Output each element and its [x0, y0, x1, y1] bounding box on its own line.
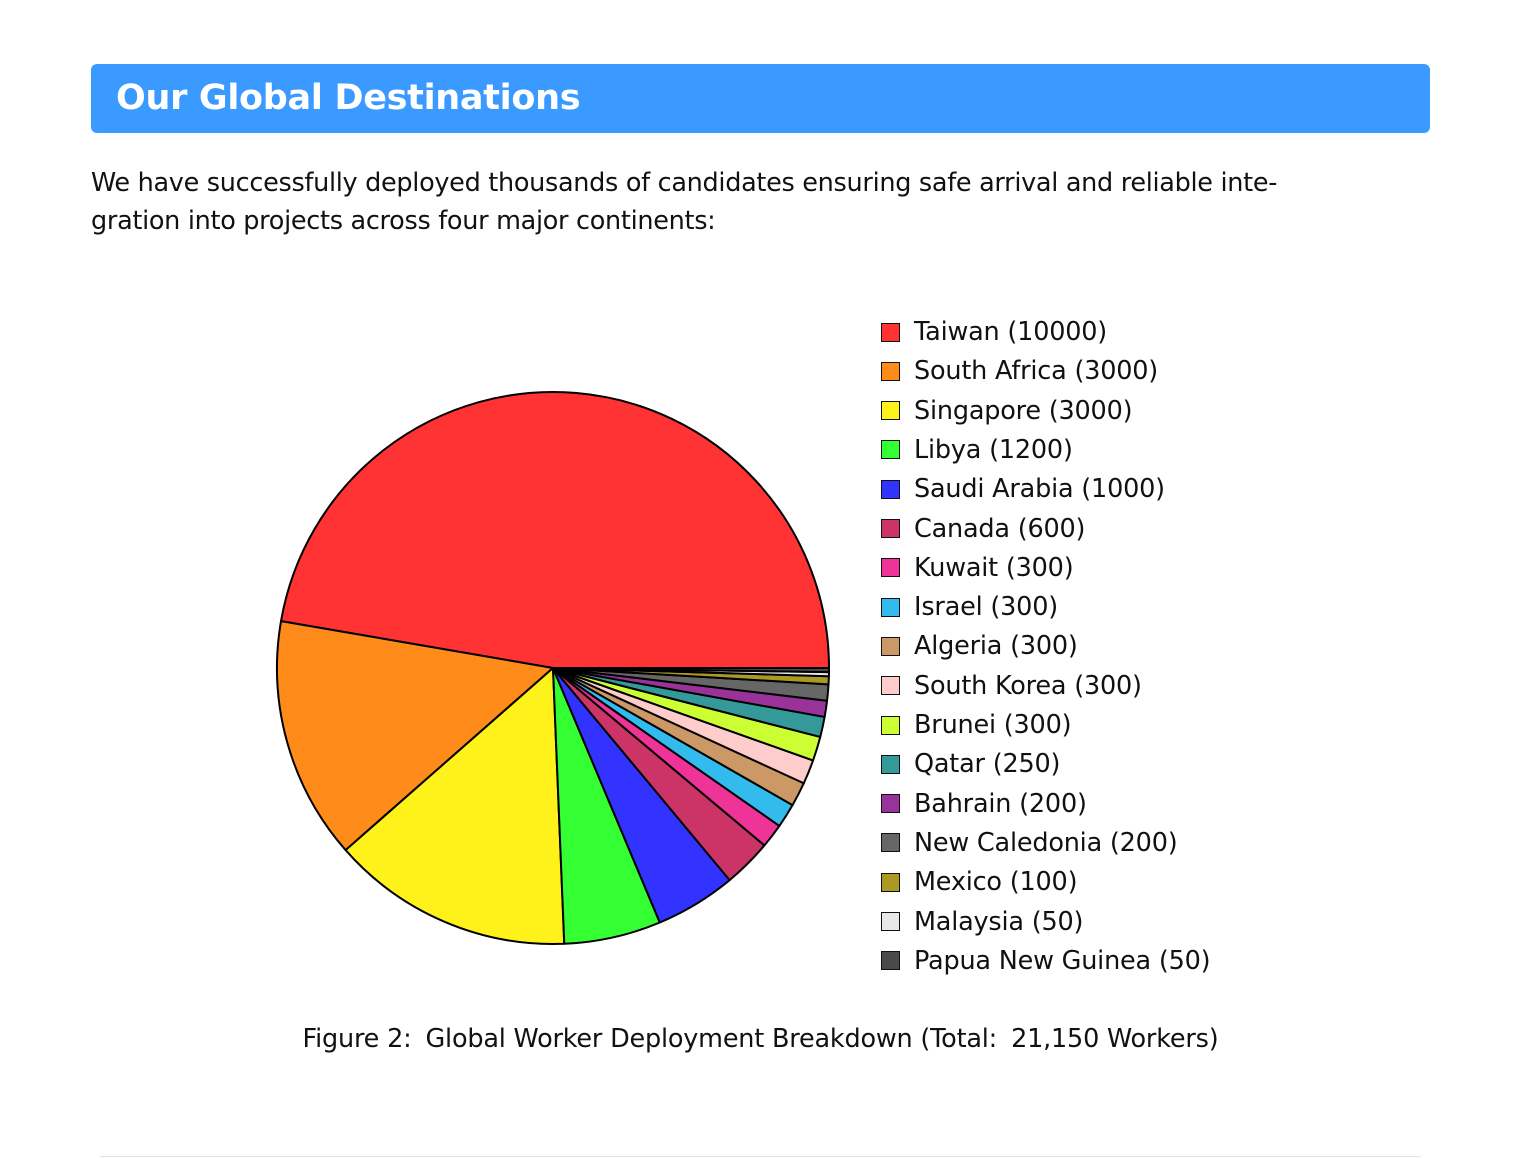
header-bar: Our Global Destinations	[91, 64, 1430, 133]
legend-swatch	[881, 872, 900, 892]
legend-swatch	[881, 479, 900, 499]
legend-label: Saudi Arabia (1000)	[914, 474, 1165, 505]
legend-swatch	[881, 440, 900, 460]
legend-label: South Korea (300)	[914, 670, 1142, 701]
legend-swatch	[881, 322, 900, 342]
caption-prefix: Figure 2:	[302, 1024, 412, 1054]
legend-label: Bahrain (200)	[914, 788, 1087, 819]
legend-item-bahrain: Bahrain (200)	[881, 785, 1087, 823]
pie-slice-south-africa	[276, 620, 554, 852]
legend-swatch	[881, 597, 900, 617]
legend-item-canada: Canada (600)	[881, 510, 1086, 548]
legend-swatch	[881, 676, 900, 696]
pie-slices	[276, 391, 831, 945]
legend-item-qatar: Qatar (250)	[881, 745, 1060, 783]
legend-label: Israel (300)	[914, 592, 1058, 623]
legend-item-malaysia: Malaysia (50)	[881, 903, 1083, 941]
legend-swatch	[881, 558, 900, 578]
legend-label: Libya (1200)	[914, 434, 1073, 465]
legend-swatch	[881, 361, 900, 381]
legend-swatch	[881, 794, 900, 814]
legend-swatch	[881, 519, 900, 538]
figure-caption: Figure 2: Global Worker Deployment Breakd…	[0, 1024, 1521, 1054]
legend-label: Singapore (3000)	[914, 395, 1133, 426]
legend-label: Papua New Guinea (50)	[914, 945, 1211, 976]
legend-label: Kuwait (300)	[914, 552, 1074, 583]
legend-item-south-africa: South Africa (3000)	[881, 352, 1158, 390]
legend-item-taiwan: Taiwan (10000)	[881, 313, 1107, 351]
legend-swatch	[881, 401, 900, 421]
legend-item-libya: Libya (1200)	[881, 431, 1073, 469]
legend-label: Qatar (250)	[914, 749, 1061, 780]
legend-item-mexico: Mexico (100)	[881, 863, 1078, 901]
footer-divider	[100, 1156, 1421, 1157]
pie-slice-taiwan	[280, 391, 830, 669]
legend-item-saudi-arabia: Saudi Arabia (1000)	[881, 470, 1165, 508]
legend-swatch	[881, 833, 900, 853]
legend-label: South Africa (3000)	[914, 356, 1159, 387]
legend-label: Algeria (300)	[914, 631, 1078, 662]
legend-label: Mexico (100)	[914, 867, 1078, 898]
intro-line-1: We have successfully deployed thousands …	[91, 168, 1278, 198]
pie-slice-papua-new-guinea	[552, 667, 831, 674]
page-title: Our Global Destinations	[116, 78, 581, 118]
legend-label: New Caledonia (200)	[914, 827, 1178, 858]
legend-item-south-korea: South Korea (300)	[881, 667, 1142, 705]
legend-item-singapore: Singapore (3000)	[881, 392, 1133, 430]
legend-label: Brunei (300)	[914, 710, 1072, 740]
legend-swatch	[881, 951, 900, 971]
legend-item-brunei: Brunei (300)	[881, 706, 1072, 744]
legend-swatch	[881, 912, 900, 931]
legend-label: Taiwan (10000)	[914, 317, 1108, 347]
legend-item-new-caledonia: New Caledonia (200)	[881, 824, 1178, 862]
legend-label: Canada (600)	[914, 513, 1086, 544]
caption-total: 21,150 Workers)	[1011, 1024, 1219, 1054]
legend-label: Malaysia (50)	[914, 906, 1084, 937]
legend-swatch	[881, 754, 900, 774]
legend-swatch	[881, 636, 900, 656]
legend-item-algeria: Algeria (300)	[881, 627, 1078, 665]
legend-item-israel: Israel (300)	[881, 588, 1058, 626]
caption-text: Global Worker Deployment Breakdown (Tota…	[425, 1024, 998, 1054]
pie-slice-singapore	[344, 667, 566, 945]
intro-paragraph: We have successfully deployed thousands …	[91, 164, 1436, 240]
legend-item-papua-new-guinea: Papua New Guinea (50)	[881, 942, 1211, 980]
legend-swatch	[881, 715, 900, 735]
legend-item-kuwait: Kuwait (300)	[881, 549, 1074, 587]
intro-line-2: gration into projects across four major …	[91, 206, 716, 236]
